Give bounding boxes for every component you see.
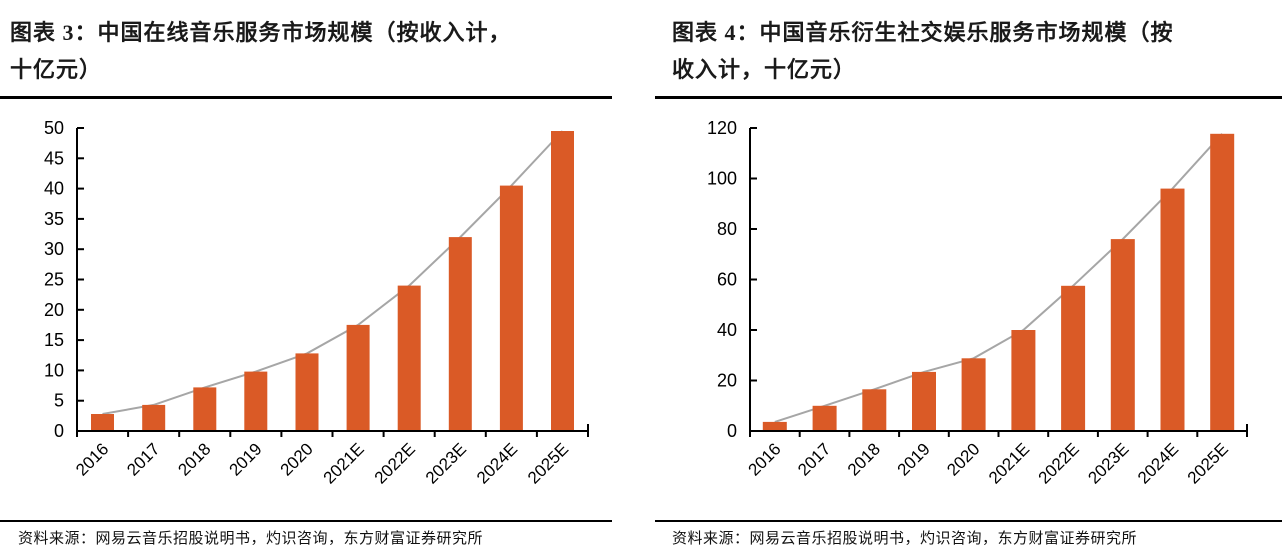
source-rule <box>655 520 1282 522</box>
y-tick-label: 20 <box>717 371 737 391</box>
y-tick-label: 40 <box>44 179 64 199</box>
x-tick-label: 2016 <box>744 439 784 479</box>
y-tick-label: 40 <box>717 320 737 340</box>
x-tick-label: 2023E <box>422 439 470 487</box>
x-tick-label: 2018 <box>174 439 214 479</box>
y-tick-label: 80 <box>717 219 737 239</box>
x-tick-label: 2019 <box>225 439 265 479</box>
x-tick-label: 2025E <box>1184 439 1232 487</box>
chart-title: 图表 3：中国在线音乐服务市场规模（按收入计， 十亿元） <box>10 14 590 88</box>
x-tick-label: 2018 <box>844 439 884 479</box>
bar <box>762 421 787 431</box>
y-tick-label: 0 <box>54 421 64 441</box>
x-tick-label: 2024E <box>473 439 521 487</box>
bar <box>397 285 421 431</box>
x-tick-label: 2023E <box>1084 439 1132 487</box>
bar <box>862 389 887 431</box>
x-tick-label: 2022E <box>1035 439 1083 487</box>
bar <box>142 404 166 431</box>
chart-title-line1: 图表 4：中国音乐衍生社交娱乐服务市场规模（按 <box>672 20 1174 45</box>
y-tick-label: 100 <box>707 169 737 189</box>
bar <box>91 414 114 431</box>
bar <box>448 237 472 431</box>
source-note: 资料来源：网易云音乐招股说明书，灼识咨询，东方财富证券研究所 <box>18 531 484 547</box>
chart-title: 图表 4：中国音乐衍生社交娱乐服务市场规模（按 收入计，十亿元） <box>672 14 1272 88</box>
title-rule <box>655 96 1282 99</box>
x-tick-label: 2020 <box>943 439 983 479</box>
y-tick-label: 60 <box>717 270 737 290</box>
y-tick-label: 45 <box>44 148 64 168</box>
bar-chart-social-entertainment: 0 20 40 60 80 100 120 2016 2017 2018 2019 2020 2021E… <box>707 118 1248 488</box>
bar-chart-online-music: 0 5 10 15 20 25 30 35 40 45 50 2016 2017 2018 2019 2020… <box>44 118 589 488</box>
figure-panel-right: 图表 4：中国音乐衍生社交娱乐服务市场规模（按 收入计，十亿元） 0 20 40 60… <box>655 0 1282 558</box>
trend-line <box>102 130 564 415</box>
x-tick-label: 2025E <box>524 439 572 487</box>
x-tick-label: 2017 <box>123 439 163 479</box>
chart-title-line2: 收入计，十亿元） <box>672 57 857 82</box>
bar <box>912 371 936 431</box>
bar <box>961 358 986 431</box>
y-tick-label: 15 <box>44 330 64 350</box>
y-tick-label: 10 <box>44 360 64 380</box>
chart-area-right: 0 20 40 60 80 100 120 2016 2017 2018 2019 2020 2021E… <box>655 104 1282 510</box>
y-tick-label: 20 <box>44 300 64 320</box>
y-tick-label: 5 <box>54 391 64 411</box>
title-rule <box>0 96 612 99</box>
source-rule <box>0 520 612 522</box>
x-tick-label: 2016 <box>72 439 112 479</box>
x-tick-label: 2017 <box>794 439 834 479</box>
y-tick-label: 0 <box>727 421 737 441</box>
trend-line <box>774 133 1223 423</box>
x-tick-label: 2024E <box>1134 439 1182 487</box>
bar <box>1061 285 1086 431</box>
x-tick-label: 2022E <box>371 439 419 487</box>
y-tick-label: 25 <box>44 270 64 290</box>
chart-title-line1: 图表 3：中国在线音乐服务市场规模（按收入计， <box>10 20 512 45</box>
chart-title-line2: 十亿元） <box>10 57 103 82</box>
y-tick-label: 50 <box>44 118 64 138</box>
x-tick-label: 2019 <box>894 439 934 479</box>
bar <box>1110 239 1135 431</box>
source-note: 资料来源：网易云音乐招股说明书，灼识咨询，东方财富证券研究所 <box>672 531 1138 547</box>
figure-panel-left: 图表 3：中国在线音乐服务市场规模（按收入计， 十亿元） 0 5 10 15 20 25 3… <box>0 0 612 558</box>
bar <box>1160 188 1185 431</box>
chart-area-left: 0 5 10 15 20 25 30 35 40 45 50 2016 2017 2018 2019 2020… <box>0 104 612 510</box>
y-tick-label: 30 <box>44 239 64 259</box>
bar <box>499 185 523 431</box>
bar <box>812 405 837 432</box>
x-tick-label: 2021E <box>320 439 368 487</box>
bar <box>295 353 319 431</box>
bar <box>551 131 574 431</box>
y-tick-label: 35 <box>44 209 64 229</box>
y-tick-label: 120 <box>707 118 737 138</box>
bar <box>346 324 370 431</box>
bar <box>244 371 268 431</box>
x-tick-label: 2020 <box>277 439 317 479</box>
bar <box>1210 133 1235 432</box>
bar <box>193 387 217 431</box>
x-tick-label: 2021E <box>985 439 1033 487</box>
bar <box>1011 330 1036 431</box>
